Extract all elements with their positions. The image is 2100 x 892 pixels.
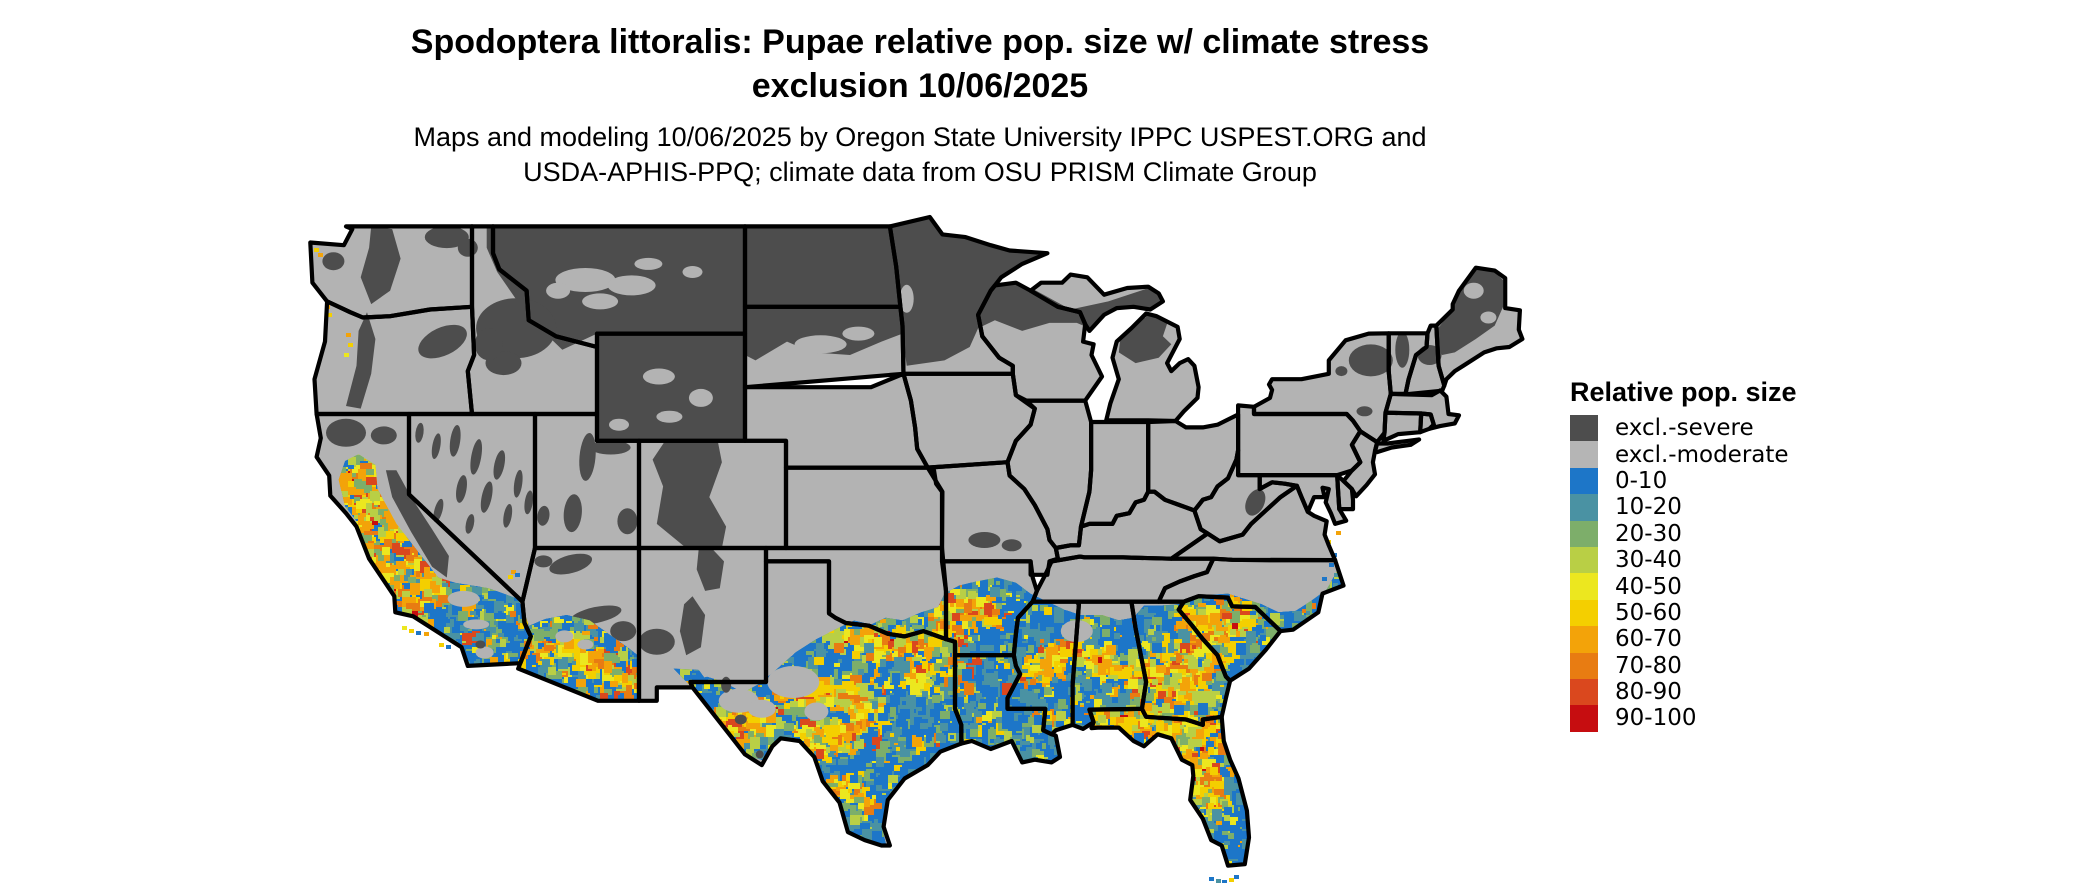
map-title-line2: exclusion 10/06/2025 (751, 67, 1089, 105)
legend-row: 90-100 (1570, 705, 1830, 732)
map-title: Spodoptera littoralis: Pupae relative po… (0, 20, 1840, 108)
legend-label: 60-70 (1615, 626, 1682, 653)
legend-row: excl.-severe (1570, 415, 1830, 442)
legend-row: 50-60 (1570, 599, 1830, 627)
legend-swatch (1570, 652, 1598, 679)
legend-swatch (1570, 415, 1598, 442)
legend-label: 50-60 (1615, 599, 1682, 626)
legend-row: excl.-moderate (1570, 441, 1830, 468)
us-risk-map (308, 214, 1525, 883)
legend-swatch (1570, 441, 1598, 468)
legend-label: 10-20 (1615, 494, 1682, 521)
legend-row: 60-70 (1570, 626, 1830, 653)
legend-swatch (1570, 599, 1598, 627)
map-title-line1: Spodoptera littoralis: Pupae relative po… (410, 23, 1430, 61)
legend-label: 30-40 (1615, 547, 1682, 574)
legend-swatch (1570, 520, 1598, 547)
legend-label: 0-10 (1615, 467, 1668, 494)
map-subtitle-line2: USDA-APHIS-PPQ; climate data from OSU PR… (523, 157, 1317, 187)
legend-swatch (1570, 626, 1598, 653)
legend-title: Relative pop. size (1570, 377, 1797, 407)
legend-swatch (1570, 546, 1598, 574)
legend: Relative pop. size excl.-severe excl.-mod… (1570, 376, 1830, 732)
legend-label: 90-100 (1615, 705, 1697, 732)
legend-row: 80-90 (1570, 678, 1830, 706)
legend-label: 40-50 (1615, 573, 1682, 600)
legend-row: 70-80 (1570, 652, 1830, 679)
legend-row: 40-50 (1570, 573, 1830, 600)
legend-swatch (1570, 494, 1598, 521)
legend-swatch (1570, 705, 1598, 732)
legend-row: 20-30 (1570, 520, 1830, 547)
legend-label: 70-80 (1615, 652, 1682, 679)
map-subtitle: Maps and modeling 10/06/2025 by Oregon S… (0, 120, 1840, 190)
legend-swatch (1570, 467, 1598, 495)
legend-swatch (1570, 573, 1598, 600)
legend-row: 0-10 (1570, 467, 1830, 495)
legend-swatch (1570, 678, 1598, 706)
legend-row: 30-40 (1570, 546, 1830, 574)
map-subtitle-line1: Maps and modeling 10/06/2025 by Oregon S… (413, 122, 1427, 152)
legend-label: 80-90 (1615, 679, 1682, 706)
legend-label: excl.-severe (1615, 415, 1754, 442)
legend-rows: excl.-severe excl.-moderate 0-10 10-20 20-30… (1570, 415, 1830, 732)
legend-row: 10-20 (1570, 494, 1830, 521)
legend-label: 20-30 (1615, 520, 1682, 547)
legend-label: excl.-moderate (1615, 441, 1789, 468)
